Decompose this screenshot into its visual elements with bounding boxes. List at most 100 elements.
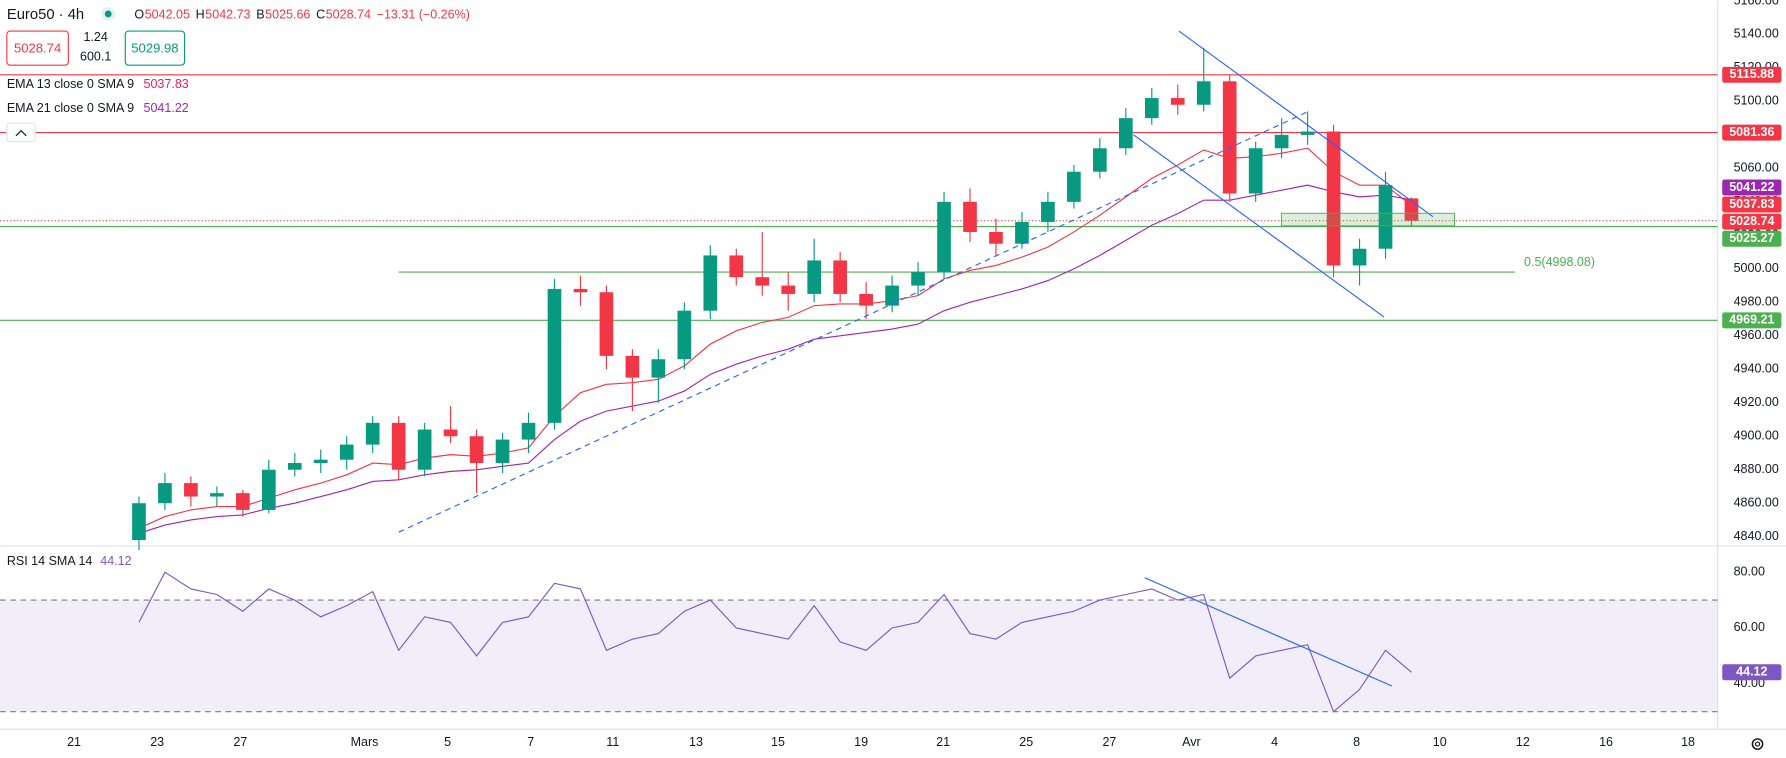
rsi-value: 44.12 (100, 554, 131, 568)
candle-body (1248, 148, 1263, 194)
y-tick-label: 4960.00 (1734, 328, 1779, 342)
candle-body (677, 310, 692, 360)
candle-body (573, 288, 588, 293)
indicator-legend[interactable]: EMA 21 close 0 SMA 9 (7, 101, 134, 115)
collapse-button[interactable] (6, 122, 36, 143)
candle-body (547, 288, 562, 423)
trend-line (398, 110, 1311, 533)
x-tick-label: 21 (936, 735, 950, 749)
ema-line (138, 184, 1412, 534)
candle-body (339, 444, 354, 460)
x-tick-label: 10 (1433, 735, 1447, 749)
candle-body (859, 293, 873, 306)
price-tag-label: 5041.22 (1729, 180, 1774, 194)
ema-line (138, 147, 1412, 529)
price-tag (1722, 213, 1782, 230)
price-tag-label: 5081.36 (1729, 125, 1774, 139)
rsi-tick-label: 80.00 (1734, 564, 1765, 578)
rsi-band (0, 600, 1718, 712)
price-tag (1722, 312, 1782, 329)
candle-body (1300, 131, 1315, 135)
candle-body (1067, 171, 1081, 202)
candle-body (210, 493, 224, 497)
y-tick-label: 4860.00 (1734, 496, 1779, 510)
sell-button[interactable] (6, 30, 69, 66)
price-tag (1722, 124, 1782, 141)
symbol-title[interactable]: Euro50 · 4h (7, 7, 84, 23)
candle-body (729, 255, 744, 278)
candle-body (885, 285, 899, 306)
candle-body (1222, 81, 1237, 194)
x-tick-label: Avr (1182, 735, 1201, 749)
y-tick-label: 4900.00 (1734, 429, 1779, 443)
collapse-icon (15, 129, 27, 137)
candle-body (1196, 81, 1211, 105)
candle-body (1015, 221, 1029, 244)
candle-body (1326, 131, 1341, 266)
candle-body (287, 463, 302, 470)
buy-price[interactable]: 5029.98 (131, 41, 178, 56)
candle-body (521, 422, 536, 440)
x-tick-label: 4 (1271, 735, 1278, 749)
candle-body (443, 429, 458, 437)
x-tick-label: 13 (689, 735, 703, 749)
rsi-tick-label: 60.00 (1734, 620, 1765, 634)
candle-body (833, 260, 847, 294)
candle-body (1093, 148, 1107, 172)
ohlc-value: 5042.73 (205, 7, 250, 21)
candle-body (989, 231, 1003, 244)
change: −13.31 (−0.26%) (377, 7, 470, 21)
sell-price[interactable]: 5028.74 (14, 41, 61, 56)
x-tick-label: 12 (1516, 735, 1530, 749)
candle-body (236, 493, 250, 510)
x-tick-label: 16 (1599, 735, 1613, 749)
y-tick-label: 4920.00 (1734, 395, 1779, 409)
price-tag-label: 5028.74 (1729, 214, 1774, 228)
x-tick-label: 5 (444, 735, 451, 749)
candle-body (391, 422, 406, 470)
candle-body (469, 436, 484, 464)
candle-body (1274, 134, 1289, 149)
indicator-value: 5041.22 (144, 101, 189, 115)
x-tick-label: 27 (233, 735, 247, 749)
y-tick-label: 5160.00 (1734, 0, 1779, 7)
x-tick-label: 8 (1353, 735, 1360, 749)
y-tick-label: 4940.00 (1734, 362, 1779, 376)
ohlc-value: 5028.74 (326, 7, 371, 21)
y-tick-label: 5060.00 (1734, 161, 1779, 175)
candle-body (625, 355, 640, 378)
settings-icon[interactable] (1751, 738, 1764, 750)
y-tick-label: 5100.00 (1734, 94, 1779, 108)
x-tick-label: 7 (527, 735, 534, 749)
buy-button[interactable] (124, 30, 186, 66)
candle-body (1144, 98, 1159, 119)
rsi-tag-label: 44.12 (1736, 665, 1767, 679)
candle-body (1041, 201, 1055, 222)
price-tag-label: 5037.83 (1729, 197, 1774, 211)
ohlc-letter: B (256, 7, 264, 21)
channel-line (1178, 30, 1434, 218)
ohlc-value: 5025.66 (265, 7, 310, 21)
price-tag-label: 5025.27 (1729, 231, 1774, 245)
ohlc-letter: O (134, 7, 144, 21)
rsi-legend[interactable]: RSI 14 SMA 14 (7, 554, 93, 568)
candle-body (417, 429, 432, 470)
y-tick-label: 4980.00 (1734, 295, 1779, 309)
candle-body (807, 260, 822, 294)
candle-body (261, 469, 276, 510)
x-tick-label: 23 (150, 735, 164, 749)
indicator-legend[interactable]: EMA 13 close 0 SMA 9 (7, 77, 134, 91)
candle-body (963, 201, 977, 232)
candle-body (1378, 185, 1393, 249)
x-tick-label: 21 (67, 735, 81, 749)
x-tick-label: 15 (771, 735, 785, 749)
candle-body (1352, 248, 1367, 266)
volume: 600.1 (80, 50, 111, 64)
price-tag-label: 5115.88 (1730, 67, 1775, 81)
candle-body (132, 503, 146, 541)
candle-body (1170, 98, 1185, 105)
status-dot (104, 10, 112, 18)
candle-body (495, 439, 510, 464)
ohlc: O 5042.05 H 5042.73 B 5025.66 C 5028.74 −13.31 (… (134, 7, 470, 21)
